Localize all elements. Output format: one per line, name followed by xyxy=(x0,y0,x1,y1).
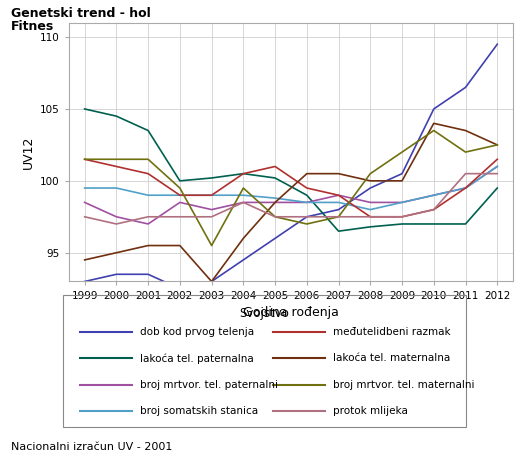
Y-axis label: UV12: UV12 xyxy=(22,135,34,169)
Text: broj mrtvor. tel. paternalni: broj mrtvor. tel. paternalni xyxy=(140,380,278,390)
Text: broj mrtvor. tel. maternalni: broj mrtvor. tel. maternalni xyxy=(333,380,475,390)
X-axis label: Godina rođenja: Godina rođenja xyxy=(243,306,339,319)
Text: Nacionalni izračun UV - 2001: Nacionalni izračun UV - 2001 xyxy=(11,442,172,452)
Text: međutelidbeni razmak: međutelidbeni razmak xyxy=(333,327,451,337)
Text: dob kod prvog telenja: dob kod prvog telenja xyxy=(140,327,254,337)
Text: Svojstvo: Svojstvo xyxy=(240,307,289,320)
Text: lakoća tel. maternalna: lakoća tel. maternalna xyxy=(333,353,450,363)
Text: Genetski trend - hol: Genetski trend - hol xyxy=(11,7,150,20)
Text: Fitnes: Fitnes xyxy=(11,20,54,34)
Text: protok mlijeka: protok mlijeka xyxy=(333,406,408,416)
Text: lakoća tel. paternalna: lakoća tel. paternalna xyxy=(140,353,253,364)
Text: broj somatskih stanica: broj somatskih stanica xyxy=(140,406,258,416)
